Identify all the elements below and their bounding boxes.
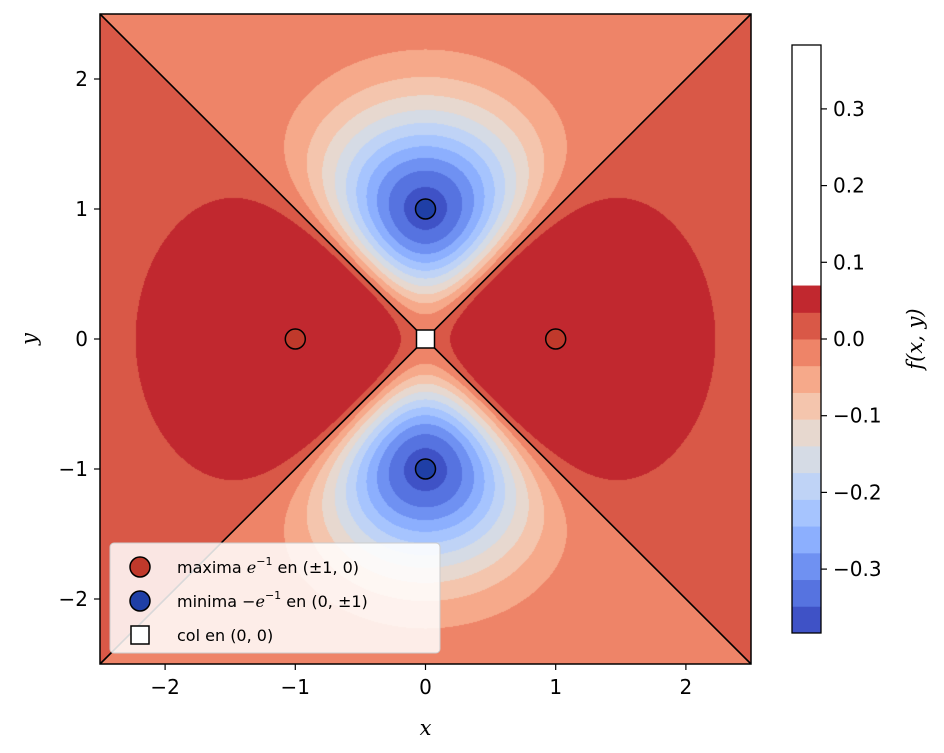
colorbar-tick-label: −0.2 [833, 480, 882, 504]
legend-box [109, 542, 441, 654]
maximum-point-marker [544, 328, 567, 350]
colorbar-tick-label: −0.1 [833, 404, 882, 428]
colorbar-tick-label: −0.3 [833, 557, 882, 581]
y-tick-label: 1 [75, 197, 88, 221]
y-tick-label: 2 [75, 67, 88, 91]
colorbar: −0.3 −0.2 −0.1 0.0 0.1 0.2 0.3 f(x, y) [791, 44, 927, 634]
legend-marker [130, 625, 150, 645]
legend-marker [129, 556, 151, 578]
colorbar-band [792, 579, 821, 607]
colorbar-tick-label: 0.3 [833, 97, 865, 121]
y-axis-label: y [17, 332, 41, 346]
y-tick-label: −1 [59, 457, 88, 481]
colorbar-band [792, 419, 821, 447]
colorbar-band [792, 365, 821, 393]
y-tick-label: −2 [59, 587, 88, 611]
colorbar-tick-label: 0.1 [833, 250, 865, 274]
colorbar-band [792, 606, 821, 634]
colorbar-label: f(x, y) [903, 308, 927, 371]
colorbar-band [792, 285, 821, 313]
minimum-point-marker [414, 198, 437, 220]
saddle-point-marker [415, 329, 436, 349]
colorbar-band [792, 526, 821, 554]
legend-marker [129, 590, 151, 612]
maximum-point-marker [284, 328, 307, 350]
colorbar-band [792, 472, 821, 500]
colorbar-band [792, 499, 821, 527]
x-axis-label: x [420, 716, 432, 740]
legend-entry-label: col en (0, 0) [177, 626, 273, 645]
legend-entry-label: minima −e−1 en (0, ±1) [177, 589, 368, 611]
colorbar-band [792, 552, 821, 581]
x-tick-label: −2 [150, 675, 179, 699]
colorbar-band [792, 312, 821, 340]
colorbar-band [792, 392, 821, 420]
minimum-point-marker [414, 458, 437, 480]
x-tick-label: 1 [549, 675, 562, 699]
x-tick-label: 0 [419, 675, 432, 699]
legend: maxima e−1 en (±1, 0) minima −e−1 en (0, … [109, 542, 441, 654]
legend-entry-label: maxima e−1 en (±1, 0) [177, 555, 359, 577]
colorbar-band [792, 445, 821, 474]
x-tick-label: −1 [281, 675, 310, 699]
y-tick-label: 0 [75, 327, 88, 351]
colorbar-band [792, 339, 821, 367]
colorbar-tick-label: 0.2 [833, 174, 865, 198]
axes-layer: −2 −1 0 1 2 −2 −1 0 1 2 x y [17, 13, 752, 740]
colorbar-tick-label: 0.0 [833, 327, 865, 351]
x-tick-label: 2 [680, 675, 693, 699]
